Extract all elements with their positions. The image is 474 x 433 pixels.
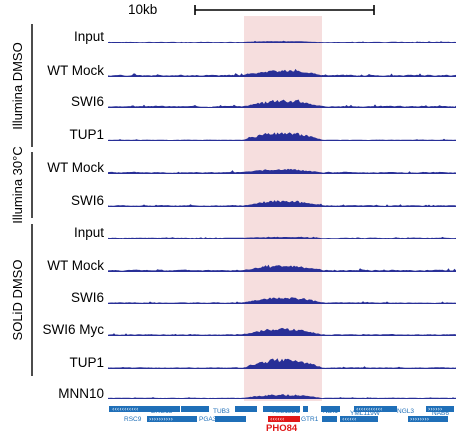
coverage-track-illumina-30c-wt-mock bbox=[108, 168, 456, 174]
gene-box-nab6 bbox=[426, 406, 454, 412]
coverage-track-illumina-dmso-tup1 bbox=[108, 132, 456, 141]
group-label-solid-dmso: SOLiD DMSO bbox=[10, 260, 25, 341]
track-label-illumina-dmso-swi6: SWI6 bbox=[71, 94, 104, 109]
track-label-solid-dmso-input: Input bbox=[74, 225, 104, 240]
svg-text:‹‹‹‹‹‹‹‹‹‹‹: ‹‹‹‹‹‹‹‹‹‹‹ bbox=[356, 406, 382, 413]
svg-text:‹‹‹‹‹‹‹‹‹‹‹: ‹‹‹‹‹‹‹‹‹‹‹ bbox=[112, 406, 138, 413]
coverage-track-illumina-dmso-input bbox=[108, 40, 456, 43]
gene-box-tub3 bbox=[235, 406, 257, 412]
gene-label-tub3: TUB3 bbox=[213, 408, 230, 415]
gene-label-rsc9: RSC9 bbox=[124, 416, 142, 423]
gene-box-pga3-2 bbox=[215, 416, 246, 422]
track-label-illumina-dmso-tup1: TUP1 bbox=[69, 127, 104, 142]
gene-box-small bbox=[303, 406, 308, 412]
svg-text:‹‹‹‹‹‹: ‹‹‹‹‹‹ bbox=[342, 416, 356, 423]
coverage-track-solid-dmso-tup1 bbox=[108, 358, 456, 369]
track-label-illumina-30c-wt-mock: WT Mock bbox=[47, 160, 104, 175]
gene-label-yml122c: YML122C bbox=[271, 408, 300, 415]
gene-label-pga3: PGA3 bbox=[199, 416, 217, 423]
gene-box-yml119w bbox=[340, 416, 378, 422]
group-label-illumina-dmso: Illumina DMSO bbox=[10, 42, 25, 129]
gene-label-pho84: PHO84 bbox=[266, 423, 298, 433]
gene-box-nab6-2 bbox=[408, 416, 448, 422]
track-label-solid-dmso-swi6-myc: SWI6 Myc bbox=[42, 322, 104, 337]
track-label-illumina-dmso-input: Input bbox=[74, 29, 104, 44]
track-label-solid-dmso-swi6: SWI6 bbox=[71, 290, 104, 305]
gene-box-gtr1 bbox=[322, 416, 337, 422]
svg-text:››››››: ›››››› bbox=[428, 406, 442, 413]
gene-label-ndi1: NDI1 bbox=[323, 408, 338, 415]
gene-annotation-row-2: ›››››››››› ‹‹‹‹‹‹ ‹‹‹‹‹‹ ›››››››› RSC9 P… bbox=[124, 410, 449, 433]
group-label-illumina-30c: Illumina 30°C bbox=[10, 146, 25, 223]
coverage-track-solid-dmso-swi6-myc bbox=[108, 327, 456, 336]
coverage-track-mnn10 bbox=[108, 394, 456, 399]
scale-bar-label: 10kb bbox=[128, 2, 157, 17]
gene-box-rsc9 bbox=[109, 406, 152, 412]
gene-box-erg13 bbox=[152, 406, 180, 412]
gene-box-ndi1 bbox=[321, 406, 340, 412]
gene-box-ngl3 bbox=[354, 406, 397, 412]
coverage-tracks bbox=[108, 40, 456, 399]
gene-box-pho84 bbox=[268, 416, 300, 422]
svg-text:‹‹‹‹‹‹: ‹‹‹‹‹‹ bbox=[270, 416, 284, 423]
coverage-track-illumina-dmso-swi6 bbox=[108, 99, 456, 108]
gene-label-nab6: NAB6 bbox=[432, 410, 449, 417]
coverage-track-illumina-dmso-wt-mock bbox=[108, 68, 456, 77]
svg-text:››››››››: ›››››››› bbox=[410, 416, 429, 423]
gene-label-erg13: ERG13 bbox=[151, 408, 173, 415]
gene-box-rsc9-2 bbox=[147, 416, 197, 422]
coverage-track-illumina-30c-swi6 bbox=[108, 200, 456, 207]
gene-label-ngl3: NGL3 bbox=[397, 408, 414, 415]
gene-box-yml122c bbox=[263, 406, 300, 412]
track-label-mnn10: MNN10 bbox=[58, 386, 104, 401]
coverage-track-solid-dmso-input bbox=[108, 236, 456, 239]
svg-text:››››››››››: ›››››››››› bbox=[149, 416, 173, 423]
coverage-track-solid-dmso-wt-mock bbox=[108, 264, 456, 272]
track-label-solid-dmso-tup1: TUP1 bbox=[69, 355, 104, 370]
gene-box-pga3 bbox=[181, 406, 209, 412]
gene-label-yml119w: YML119W bbox=[350, 410, 381, 417]
coverage-track-solid-dmso-swi6 bbox=[108, 297, 456, 304]
track-label-solid-dmso-wt-mock: WT Mock bbox=[47, 258, 104, 273]
pho84-highlight-region bbox=[244, 16, 322, 401]
gene-annotation-row-1: ‹‹‹‹‹‹‹‹‹‹‹ ‹‹‹‹‹‹‹‹‹‹‹ ›››››› ERG13 TUB… bbox=[109, 406, 454, 415]
track-label-illumina-30c-swi6: SWI6 bbox=[71, 193, 104, 208]
track-label-illumina-dmso-wt-mock: WT Mock bbox=[47, 63, 104, 78]
gene-label-gtr1: GTR1 bbox=[301, 416, 319, 423]
